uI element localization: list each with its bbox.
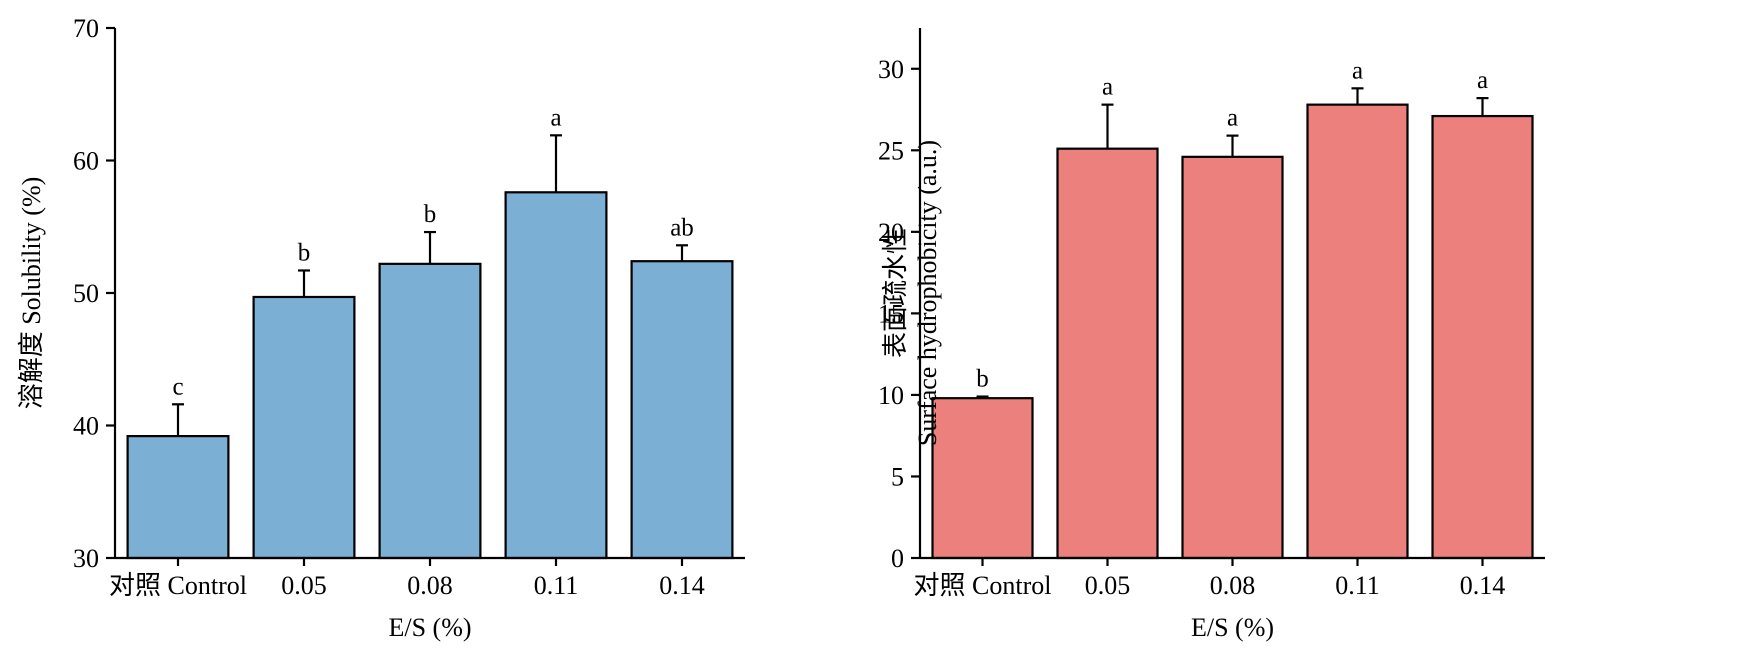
- y-tick-label: 60: [73, 147, 99, 176]
- x-axis-title: E/S (%): [1191, 613, 1274, 642]
- x-tick-label: 0.05: [1085, 571, 1131, 600]
- bar: [1056, 147, 1159, 560]
- significance-label: a: [1352, 57, 1363, 84]
- y-tick-label: 0: [891, 544, 904, 573]
- y-axis-title: 表面疏水性: [881, 228, 910, 358]
- y-axis-title: 溶解度 Solubility (%): [17, 177, 46, 410]
- x-tick-label: 0.14: [659, 571, 705, 600]
- y-tick-label: 25: [878, 136, 904, 165]
- y-tick-label: 40: [73, 412, 99, 441]
- bar: [252, 295, 356, 560]
- y-tick-label: 20: [878, 218, 904, 247]
- y-tick-label: 30: [878, 55, 904, 84]
- bar: [931, 397, 1034, 560]
- hydrophobicity-chart: b 对照 Control a 0.05 a 0.08 a 0.11 a 0.14 0 5 10 15 20 2…: [878, 28, 1545, 642]
- y-tick-label: 70: [73, 14, 99, 43]
- x-tick-label: 0.08: [1210, 571, 1256, 600]
- x-tick-label: 0.11: [534, 571, 579, 600]
- y-tick-label: 10: [878, 381, 904, 410]
- bar: [1181, 155, 1284, 560]
- bar: [630, 260, 734, 560]
- y-tick-label: 5: [891, 462, 904, 491]
- x-tick-label: 对照 Control: [109, 571, 247, 600]
- y-tick-label: 15: [878, 299, 904, 328]
- solubility-chart: c 对照 Control b 0.05 b 0.08 a 0.11 ab 0.14 30 40 50 60…: [17, 14, 745, 642]
- significance-label: b: [298, 239, 311, 266]
- significance-label: a: [1102, 74, 1113, 101]
- x-tick-label: 0.08: [407, 571, 453, 600]
- y-tick-label: 50: [73, 279, 99, 308]
- significance-label: a: [550, 104, 561, 131]
- x-tick-label: 0.05: [281, 571, 327, 600]
- bar: [504, 191, 608, 560]
- y-axis-title: Surface hydrophobicity (a.u.): [913, 140, 942, 446]
- x-tick-label: 0.14: [1460, 571, 1506, 600]
- x-tick-label: 对照 Control: [914, 571, 1052, 600]
- significance-label: a: [1227, 105, 1238, 132]
- y-tick-label: 30: [73, 544, 99, 573]
- significance-label: a: [1477, 67, 1488, 94]
- bar: [1306, 103, 1409, 560]
- bar: [126, 435, 230, 560]
- bar: [378, 262, 482, 560]
- significance-label: ab: [670, 214, 694, 241]
- x-axis-title: E/S (%): [388, 613, 471, 642]
- x-tick-label: 0.11: [1335, 571, 1380, 600]
- significance-label: b: [424, 201, 437, 228]
- significance-label: b: [976, 366, 989, 393]
- bar: [1431, 114, 1534, 560]
- significance-label: c: [172, 373, 183, 400]
